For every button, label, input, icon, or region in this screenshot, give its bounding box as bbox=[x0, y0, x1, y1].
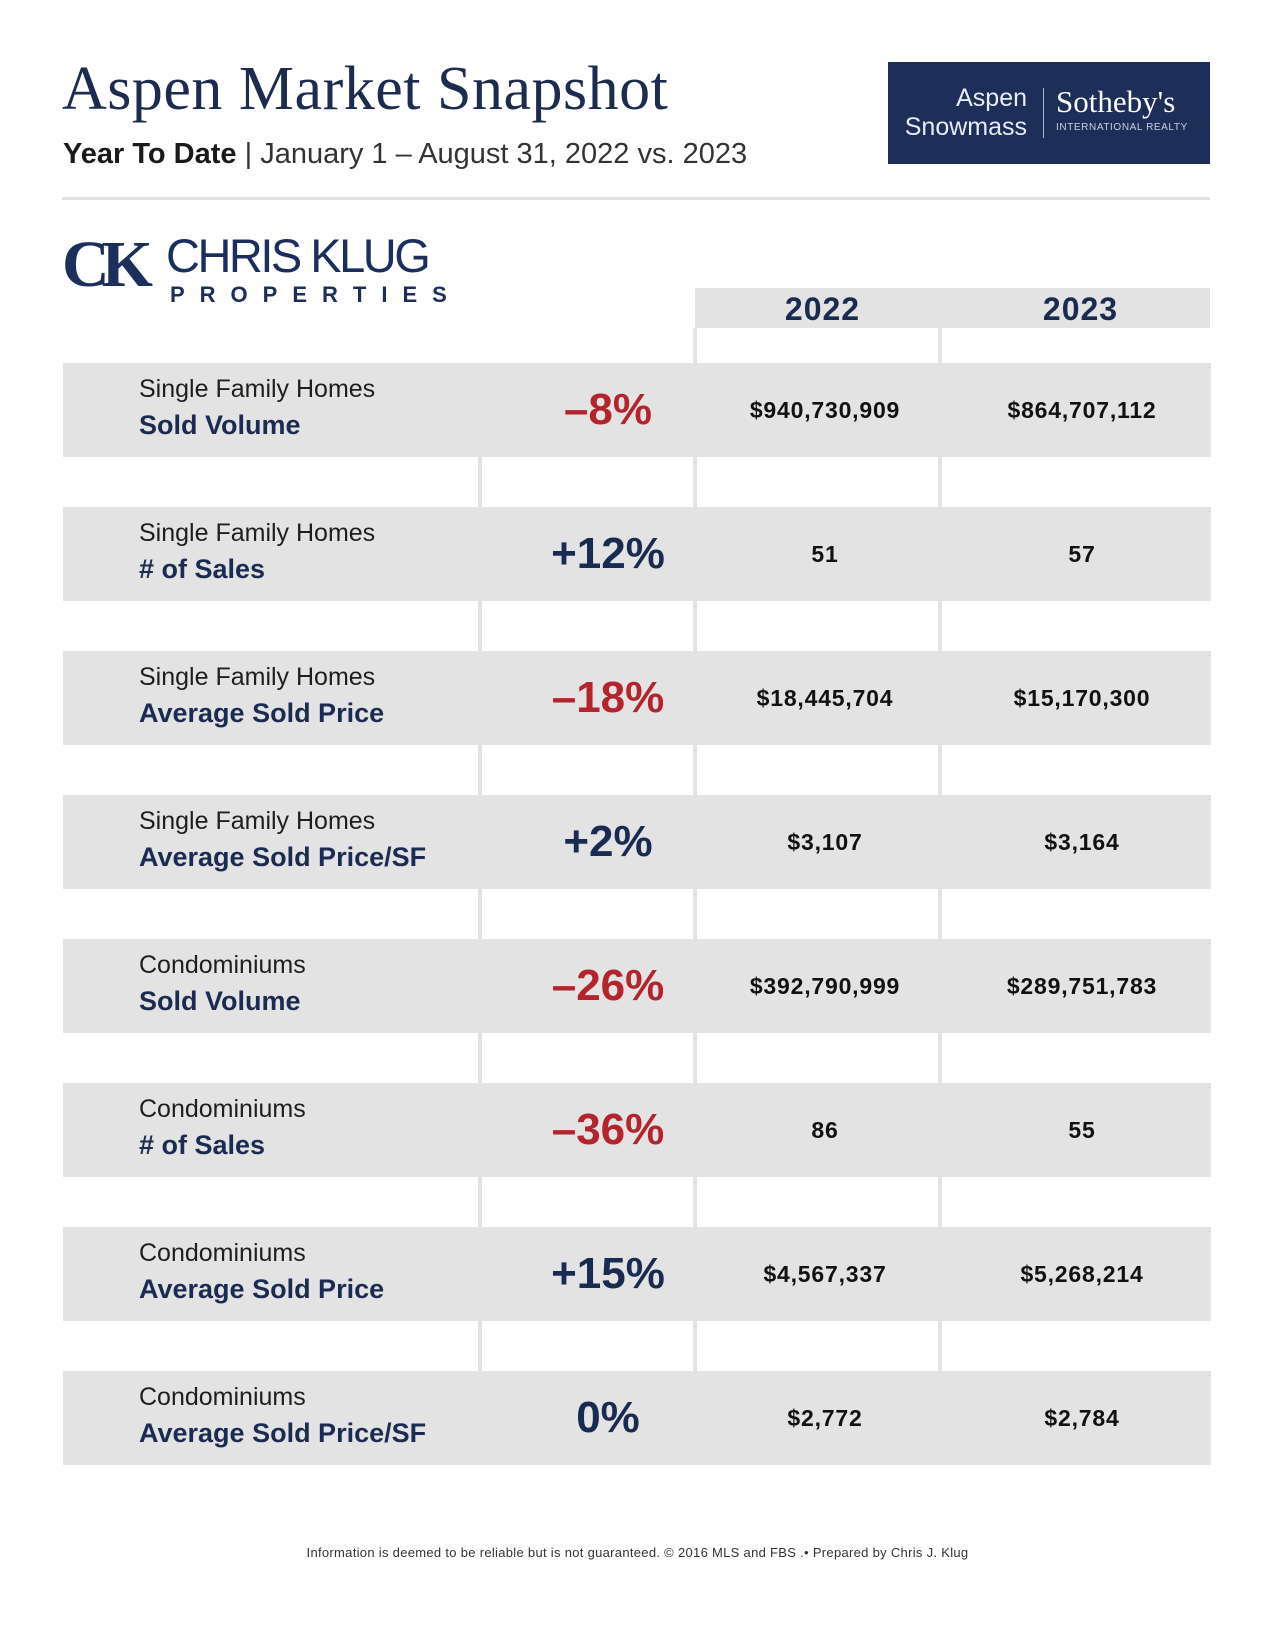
row-value-2022: $3,107 bbox=[787, 829, 863, 855]
footer-disclaimer: Information is deemed to be reliable but… bbox=[306, 1545, 969, 1560]
row-value-2022: $392,790,999 bbox=[749, 973, 901, 999]
year-2023-header: 2023 bbox=[1042, 291, 1119, 327]
ck-monogram: CK bbox=[62, 228, 153, 301]
brand-location: Aspen Snowmass bbox=[905, 84, 1027, 142]
row-value-2022: 51 bbox=[811, 541, 839, 567]
row-metric: Average Sold Price bbox=[139, 1274, 385, 1304]
row-change-percent: –8% bbox=[563, 385, 653, 434]
row-metric: Average Sold Price/SF bbox=[139, 842, 427, 872]
page-title: Aspen Market Snapshot bbox=[62, 55, 669, 123]
row-metric: Sold Volume bbox=[139, 986, 301, 1016]
row-category: Condominiums bbox=[139, 1095, 306, 1123]
row-value-2023: $289,751,783 bbox=[1006, 973, 1158, 999]
table-row: Condominiums Average Sold Price/SF 0% $2,77… bbox=[63, 1371, 1211, 1465]
row-category: Single Family Homes bbox=[139, 807, 376, 835]
header-divider bbox=[62, 197, 1210, 200]
row-metric: # of Sales bbox=[139, 554, 266, 584]
row-category: Condominiums bbox=[139, 951, 306, 979]
subtitle-date-range: January 1 – August 31, 2022 vs. 2023 bbox=[260, 138, 748, 170]
table-row: Condominiums Average Sold Price +15% $4,567… bbox=[63, 1227, 1211, 1321]
ck-sub: PROPERTIES bbox=[170, 282, 462, 307]
row-category: Condominiums bbox=[139, 1239, 306, 1267]
row-value-2023: $15,170,300 bbox=[1013, 685, 1151, 711]
row-change-percent: –18% bbox=[551, 673, 665, 722]
brand-wordmark: Sotheby's INTERNATIONAL REALTY bbox=[1056, 84, 1188, 134]
table-row: Single Family Homes Average Sold Price/SF… bbox=[63, 795, 1211, 889]
row-value-2022: $2,772 bbox=[787, 1405, 863, 1431]
brand-line-aspen: Aspen bbox=[956, 84, 1027, 112]
year-2022-header: 2022 bbox=[784, 291, 861, 327]
ck-name: CHRIS KLUG bbox=[166, 229, 431, 282]
table-row: Condominiums # of Sales –36% 86 55 bbox=[63, 1083, 1211, 1177]
row-change-percent: –26% bbox=[551, 961, 665, 1010]
subtitle-period: Year To Date bbox=[63, 138, 237, 170]
table-row: Condominiums Sold Volume –26% $392,790,999 $… bbox=[63, 939, 1211, 1033]
table-row: Single Family Homes # of Sales +12% 51 57 bbox=[63, 507, 1211, 601]
subtitle-separator: | bbox=[236, 138, 261, 170]
page-subtitle: Year To Date | January 1 – August 31, 20… bbox=[63, 140, 747, 169]
row-value-2023: 55 bbox=[1068, 1117, 1096, 1143]
row-category: Single Family Homes bbox=[139, 519, 376, 547]
table-row: Single Family Homes Average Sold Price –18… bbox=[63, 651, 1211, 745]
row-category: Single Family Homes bbox=[139, 663, 376, 691]
row-category: Condominiums bbox=[139, 1383, 306, 1411]
row-change-percent: –36% bbox=[551, 1105, 665, 1154]
table-row: Single Family Homes Sold Volume –8% $940,73… bbox=[63, 363, 1211, 457]
row-metric: Average Sold Price/SF bbox=[139, 1418, 427, 1448]
year-header: 2022 2023 bbox=[695, 288, 1210, 328]
row-value-2022: $940,730,909 bbox=[749, 397, 901, 423]
row-value-2022: $18,445,704 bbox=[756, 685, 894, 711]
row-metric: Average Sold Price bbox=[139, 698, 385, 728]
row-value-2023: $3,164 bbox=[1044, 829, 1120, 855]
row-value-2023: $5,268,214 bbox=[1020, 1261, 1144, 1287]
row-change-percent: +12% bbox=[551, 529, 665, 578]
brand-sub: INTERNATIONAL REALTY bbox=[1056, 122, 1188, 133]
chris-klug-logo: CK CHRIS KLUG PROPERTIES bbox=[62, 228, 452, 318]
row-change-percent: +2% bbox=[563, 817, 653, 866]
row-metric: # of Sales bbox=[139, 1130, 266, 1160]
brand-divider bbox=[1043, 88, 1044, 138]
row-category: Single Family Homes bbox=[139, 375, 376, 403]
row-value-2022: 86 bbox=[811, 1117, 839, 1143]
column-divider-2023 bbox=[938, 328, 942, 1455]
sothebys-logo: Aspen Snowmass Sotheby's INTERNATIONAL R… bbox=[888, 62, 1210, 164]
row-value-2022: $4,567,337 bbox=[763, 1261, 887, 1287]
brand-line-snowmass: Snowmass bbox=[904, 113, 1027, 141]
row-value-2023: 57 bbox=[1068, 541, 1096, 567]
row-value-2023: $2,784 bbox=[1044, 1405, 1120, 1431]
row-change-percent: 0% bbox=[576, 1393, 640, 1442]
row-metric: Sold Volume bbox=[139, 410, 301, 440]
column-divider-2022 bbox=[693, 328, 697, 1455]
brand-name: Sotheby's bbox=[1056, 84, 1176, 119]
row-change-percent: +15% bbox=[551, 1249, 665, 1298]
row-value-2023: $864,707,112 bbox=[1007, 397, 1157, 423]
